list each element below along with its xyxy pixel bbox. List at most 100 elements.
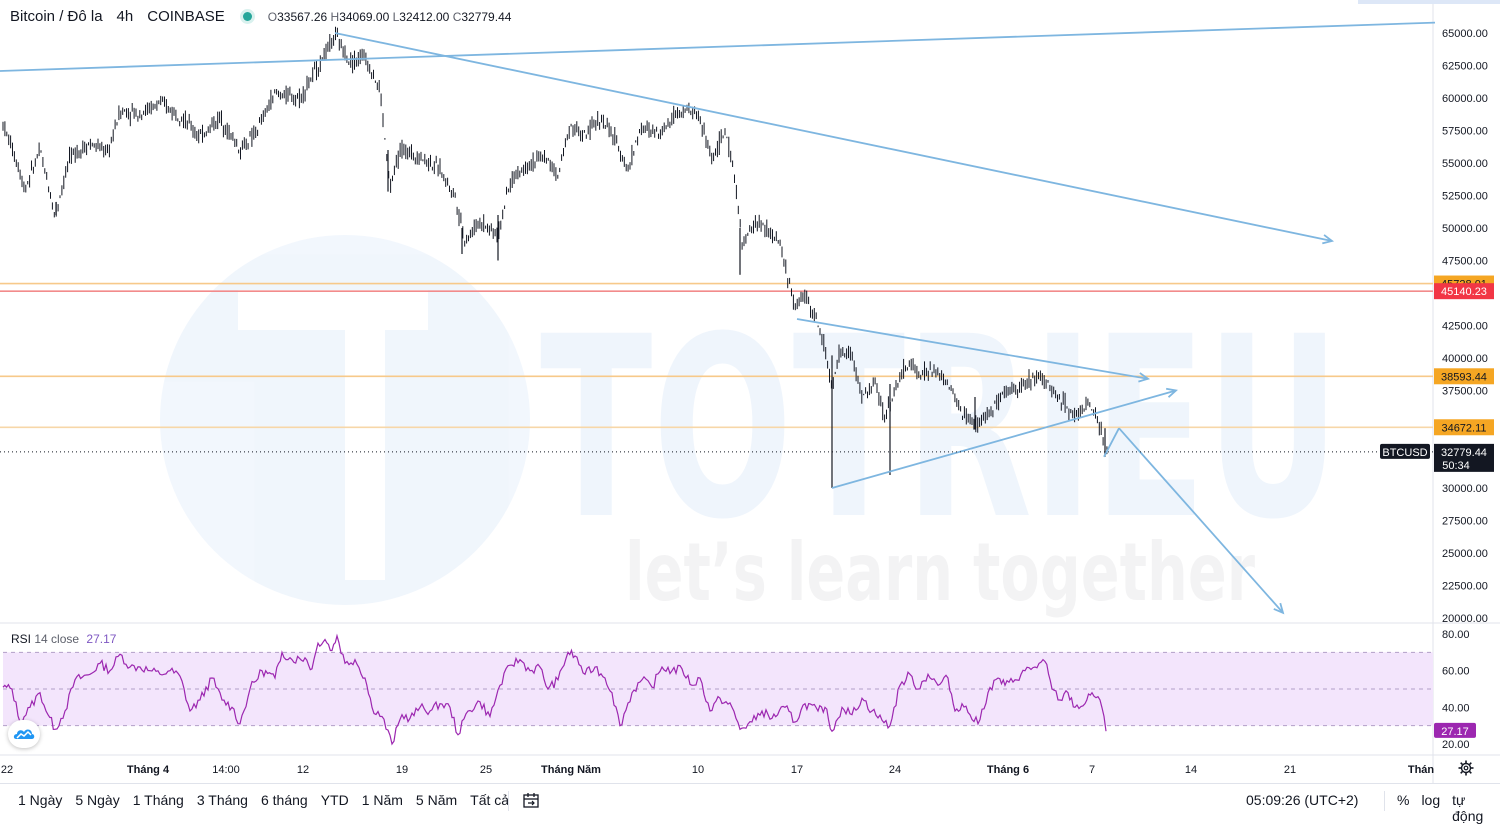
low-value: 32412.00 — [399, 9, 450, 24]
trendline-triangle-upper — [796, 318, 1149, 380]
trendline-triangle-lower — [831, 389, 1177, 489]
chart-header: Bitcoin / Đô la 4h COINBASE O33567.26 H3… — [10, 8, 511, 25]
level-label-box — [1434, 368, 1494, 385]
range-5d-button[interactable]: 5 Ngày — [75, 792, 120, 808]
current-price-label: 32779.44 — [1441, 447, 1487, 459]
price-tick-label: 60000.00 — [1442, 93, 1488, 105]
price-tick-label: 40000.00 — [1442, 353, 1488, 365]
price-tick-label: 50000.00 — [1442, 223, 1488, 235]
range-5y-button[interactable]: 5 Năm — [415, 792, 458, 808]
time-tick-label: 14 — [1185, 764, 1197, 776]
ohlc-values: O33567.26 H34069.00 L32412.00 C32779.44 — [268, 10, 512, 24]
rsi-tick-label: 20.00 — [1442, 739, 1470, 751]
level-label-box — [1434, 419, 1494, 436]
rsi-axis: 80.00 60.00 40.00 20.00 — [1442, 629, 1470, 751]
settings-gear-icon[interactable] — [1458, 760, 1474, 776]
time-tick-label: 21 — [1284, 764, 1296, 776]
close-label: C — [452, 9, 462, 24]
rsi-series — [2, 633, 1107, 746]
price-tick-label: 42500.00 — [1442, 321, 1488, 333]
rsi-value-box — [1434, 722, 1476, 738]
time-tick-label: 19 — [396, 764, 408, 776]
price-tick-label: 37500.00 — [1442, 386, 1488, 398]
time-tick-label: 17 — [791, 764, 803, 776]
calendar-goto-icon[interactable] — [522, 792, 540, 810]
trendline-drawings[interactable] — [0, 21, 1436, 615]
range-1d-button[interactable]: 1 Ngày — [18, 792, 63, 808]
price-tick-label: 30000.00 — [1442, 483, 1488, 495]
current-symbol-box — [1380, 443, 1430, 459]
trendline-arrowhead — [1322, 234, 1335, 245]
current-price-box — [1434, 443, 1494, 472]
price-tick-label: 25000.00 — [1442, 548, 1488, 560]
high-value: 34069.00 — [339, 9, 390, 24]
range-3m-button[interactable]: 3 Tháng — [196, 792, 248, 808]
range-6m-button[interactable]: 6 tháng — [260, 792, 308, 808]
rsi-tick-label: 40.00 — [1442, 702, 1470, 714]
watermark-slogan: let’s learn together — [625, 526, 1255, 619]
time-tick-label: 25 — [480, 764, 492, 776]
interval-label[interactable]: 4h — [116, 8, 134, 25]
time-tick-label: Tháng 6 — [987, 764, 1029, 776]
trendline-arrowhead — [1165, 387, 1178, 398]
time-tick-label: 14:00 — [212, 764, 240, 776]
time-tick-label: Thán — [1408, 764, 1435, 776]
time-tick-label: 12 — [297, 764, 309, 776]
range-ytd-button[interactable]: YTD — [320, 792, 349, 808]
level-label-text: 38593.44 — [1441, 371, 1487, 383]
range-1m-button[interactable]: 1 Tháng — [132, 792, 184, 808]
watermark-brand: TOTRIEU — [540, 283, 1340, 574]
rsi-band — [3, 651, 1433, 727]
price-tick-label: 55000.00 — [1442, 158, 1488, 170]
candle-series[interactable] — [2, 26, 1108, 488]
scale-options: % log tự động — [1384, 791, 1500, 824]
price-axis[interactable]: 65000.00 62500.00 60000.00 57500.00 55000.00… — [1442, 28, 1488, 625]
close-value: 32779.44 — [461, 9, 512, 24]
level-label-text: 45140.23 — [1441, 286, 1487, 298]
trendline-forecast-down — [1118, 427, 1284, 614]
toolbar-divider — [508, 791, 509, 811]
tradingview-logo[interactable] — [8, 720, 40, 748]
low-label: L — [392, 9, 400, 24]
price-tick-label: 22500.00 — [1442, 581, 1488, 593]
time-tick-label: 22 — [1, 764, 13, 776]
range-1y-button[interactable]: 1 Năm — [361, 792, 403, 808]
auto-scale-toggle[interactable]: tự động — [1452, 792, 1484, 824]
price-tick-label: 65000.00 — [1442, 28, 1488, 40]
current-symbol-label: BTCUSD — [1382, 447, 1427, 459]
bottom-toolbar: 1 Ngày 5 Ngày 1 Tháng 3 Tháng 6 tháng YT… — [0, 783, 1500, 824]
price-tick-label: 57500.00 — [1442, 126, 1488, 138]
time-axis[interactable]: 22 Tháng 4 14:00 12 19 25 Tháng Năm 10 17 24 Tháng… — [1, 764, 1435, 776]
candle-countdown: 50:34 — [1442, 460, 1470, 472]
level-label-text: 34672.11 — [1441, 422, 1486, 434]
rsi-params: 14 close — [34, 632, 80, 646]
time-tick-label: 7 — [1089, 764, 1095, 776]
trendline-arrowhead — [1138, 372, 1151, 383]
time-tick-label: 24 — [889, 764, 901, 776]
time-tick-label: Tháng Năm — [541, 764, 601, 776]
chart-canvas[interactable]: TOTRIEU let’s learn together 65000.00 625… — [0, 0, 1500, 783]
scale-divider — [1384, 791, 1385, 811]
price-tick-label: 52500.00 — [1442, 191, 1488, 203]
timezone-clock[interactable]: 05:09:26 (UTC+2) — [1246, 792, 1359, 808]
trendline-forecast-up — [1103, 427, 1120, 458]
range-all-button[interactable]: Tất cả — [470, 792, 510, 808]
price-tick-label: 47500.00 — [1442, 256, 1488, 268]
cloud-logo-icon — [13, 729, 35, 739]
rsi-tick-label: 60.00 — [1442, 666, 1470, 678]
rsi-label[interactable]: RSI — [11, 632, 32, 646]
trendline-descending-resistance — [334, 32, 1333, 242]
trendline-arrowhead — [1273, 602, 1285, 615]
watermark — [160, 235, 530, 605]
top-right-toolbar[interactable] — [1358, 0, 1500, 4]
rsi-header-value: 27.17 — [86, 632, 117, 646]
percent-scale-toggle[interactable]: % — [1396, 792, 1410, 808]
high-label: H — [330, 9, 340, 24]
open-value: 33567.26 — [277, 9, 328, 24]
symbol-title[interactable]: Bitcoin / Đô la — [10, 8, 103, 25]
exchange-label: COINBASE — [147, 8, 225, 25]
price-tick-label: 27500.00 — [1442, 516, 1488, 528]
rsi-value-label: 27.17 — [1441, 726, 1469, 738]
log-scale-toggle[interactable]: log — [1421, 792, 1441, 808]
